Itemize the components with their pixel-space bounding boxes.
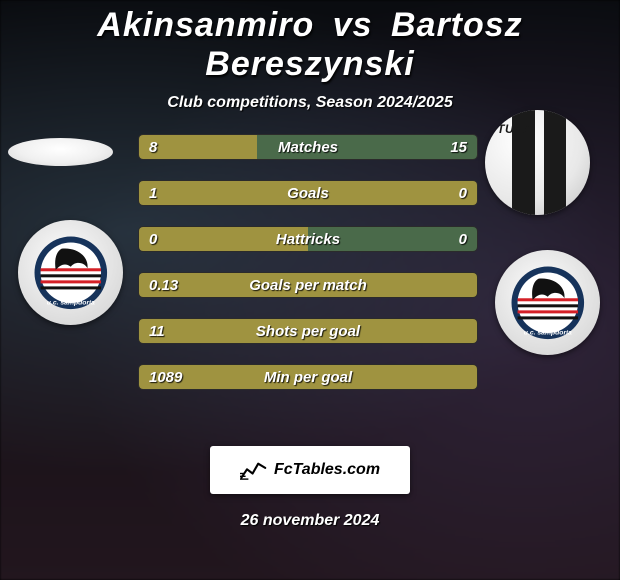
title-player1: Akinsanmiro <box>97 6 314 44</box>
svg-text:u.c. sampdoria: u.c. sampdoria <box>47 299 95 306</box>
stat-bar: 11Shots per goal <box>138 318 478 344</box>
stat-label: Goals per match <box>139 273 477 297</box>
player2-club-crest: u.c. sampdoria <box>495 250 600 355</box>
player1-photo <box>8 138 113 166</box>
stat-bars: 815Matches 10Goals 00Hattricks 0.13Goals pe… <box>138 134 478 410</box>
stat-label: Shots per goal <box>139 319 477 343</box>
player1-club-crest: u.c. sampdoria <box>18 220 123 325</box>
comparison-panel: u.c. sampdoria TUNA u.c. sampdoria 81 <box>0 142 620 422</box>
stat-label: Hattricks <box>139 227 477 251</box>
stat-bar: 815Matches <box>138 134 478 160</box>
svg-text:u.c. sampdoria: u.c. sampdoria <box>524 329 572 336</box>
stat-label: Goals <box>139 181 477 205</box>
brand-text: FcTables.com <box>274 461 380 479</box>
club-crest-icon: u.c. sampdoria <box>33 235 109 311</box>
brand-badge: FcTables.com <box>210 446 410 494</box>
club-crest-icon: u.c. sampdoria <box>510 265 586 341</box>
stat-label: Min per goal <box>139 365 477 389</box>
brand-logo-icon <box>240 459 268 481</box>
player2-photo: TUNA <box>485 110 590 215</box>
date-text: 26 november 2024 <box>0 512 620 530</box>
stat-label: Matches <box>139 135 477 159</box>
title-vs: vs <box>333 6 373 44</box>
stat-bar: 10Goals <box>138 180 478 206</box>
stat-bar: 00Hattricks <box>138 226 478 252</box>
page-title: Akinsanmiro vs Bartosz Bereszynski <box>0 0 620 84</box>
jersey-text: TUNA <box>497 122 532 136</box>
stat-bar: 1089Min per goal <box>138 364 478 390</box>
stat-bar: 0.13Goals per match <box>138 272 478 298</box>
